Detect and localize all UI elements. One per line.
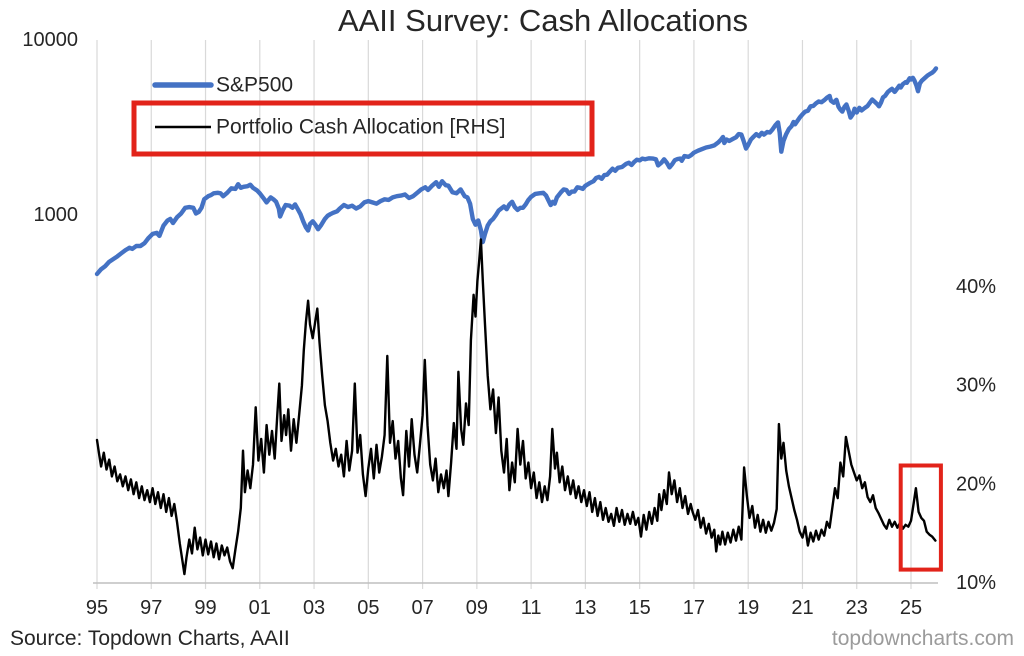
x-tick-label-05: 05: [357, 597, 379, 619]
x-tick-label-97: 97: [140, 597, 162, 619]
legend-highlight-box: [131, 100, 595, 157]
x-tick-label-25: 25: [900, 597, 922, 619]
right-tick-label-30%: 30%: [956, 375, 996, 397]
sp500-line: [94, 66, 939, 277]
left-tick-label-10000: 10000: [22, 29, 78, 51]
chart-title: AAII Survey: Cash Allocations: [338, 3, 748, 38]
x-tick-label-01: 01: [249, 597, 271, 619]
x-tick-label-11: 11: [521, 597, 542, 619]
right-axis-labels: 40% 30% 20% 10%: [956, 276, 996, 594]
left-axis-labels: 10000 1000: [22, 29, 78, 226]
x-axis-labels: 95 97 99 01 03 05 07 09 11 13 15 17 19 21 23 25: [86, 597, 922, 619]
x-tick-label-15: 15: [629, 597, 651, 619]
cash-allocation-line: [95, 238, 937, 576]
legend-sp500-label: S&P500: [216, 74, 293, 97]
x-tick-label-19: 19: [737, 597, 759, 619]
x-tick-label-17: 17: [683, 597, 705, 619]
x-tick-label-07: 07: [411, 597, 433, 619]
x-tick-label-13: 13: [574, 597, 596, 619]
x-tick-label-09: 09: [466, 597, 488, 619]
right-tick-label-40%: 40%: [956, 276, 996, 298]
source-note: Source: Topdown Charts, AAII: [10, 627, 290, 650]
x-tick-label-03: 03: [303, 597, 325, 619]
x-tick-label-23: 23: [846, 597, 868, 619]
right-tick-label-10%: 10%: [956, 572, 996, 594]
left-tick-label-1000: 1000: [34, 204, 79, 226]
x-tick-label-95: 95: [86, 597, 108, 619]
watermark: topdowncharts.com: [832, 627, 1014, 650]
legend: S&P500 Portfolio Cash Allocation [RHS]: [131, 74, 595, 157]
legend-cash-label: Portfolio Cash Allocation [RHS]: [216, 116, 505, 139]
x-tick-label-99: 99: [194, 597, 216, 619]
right-tick-label-20%: 20%: [956, 473, 996, 495]
series-layer: [94, 66, 939, 576]
recent-cash-highlight-box: [898, 463, 943, 572]
x-tick-label-21: 21: [791, 597, 813, 619]
